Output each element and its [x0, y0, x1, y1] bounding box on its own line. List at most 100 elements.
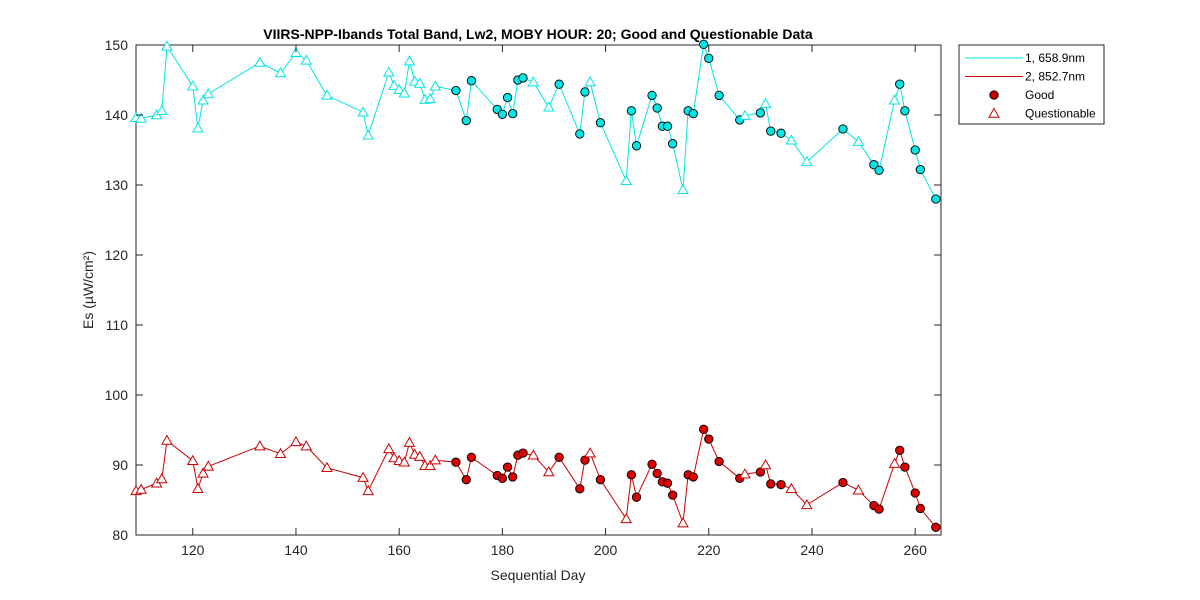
questionable-point: [382, 66, 395, 77]
good-point: [895, 445, 905, 455]
questionable-point: [429, 80, 442, 91]
questionable-point: [403, 436, 416, 447]
questionable-point: [197, 467, 209, 478]
questionable-point: [382, 442, 395, 454]
y-tick-label: 90: [112, 457, 128, 473]
legend-good-swatch: [989, 90, 999, 100]
questionable-point: [785, 134, 798, 145]
good-point: [662, 478, 673, 488]
y-tick-label: 100: [105, 387, 129, 403]
good-point: [704, 434, 714, 444]
x-tick-label: 140: [284, 542, 308, 558]
good-point: [900, 462, 910, 472]
plot-area: [130, 39, 942, 536]
good-point: [874, 165, 884, 175]
good-point: [755, 108, 766, 118]
questionable-point: [424, 459, 436, 470]
questionable-point: [202, 460, 215, 471]
good-point: [554, 452, 564, 462]
y-tick-label: 140: [105, 107, 129, 123]
good-point: [451, 457, 461, 467]
questionable-point: [300, 54, 313, 65]
good-point: [518, 73, 528, 83]
good-point: [580, 455, 590, 465]
y-tick-label: 110: [106, 317, 129, 333]
good-point: [838, 124, 848, 134]
x-tick-label: 180: [491, 542, 515, 558]
questionable-point: [393, 83, 406, 95]
questionable-point: [197, 94, 209, 105]
questionable-point: [413, 77, 426, 88]
legend-questionable-swatch: [988, 107, 1000, 118]
questionable-point: [888, 457, 901, 468]
questionable-point: [321, 89, 333, 100]
questionable-point: [300, 440, 313, 451]
x-axis-ticks: 120 140 160 180 200 220 240 260: [181, 45, 927, 558]
questionable-point: [759, 458, 772, 470]
good-point: [631, 141, 642, 151]
questionable-point: [677, 517, 689, 528]
y-axis-ticks: 80 90 100 110 120 130 140 150: [105, 37, 941, 543]
good-point: [502, 92, 513, 103]
questionable-point: [135, 483, 148, 494]
good-point: [647, 459, 657, 469]
x-tick-label: 220: [697, 542, 721, 558]
x-tick-label: 240: [800, 542, 824, 558]
questionable-point: [852, 484, 865, 495]
questionable-point: [388, 79, 400, 90]
questionable-point: [527, 449, 540, 460]
x-tick-label: 260: [904, 542, 928, 558]
questionable-point: [357, 106, 369, 117]
questionable-point: [362, 484, 375, 496]
questionable-point: [852, 135, 865, 146]
questionable-point: [155, 104, 168, 116]
good-point: [714, 90, 724, 101]
good-point: [508, 108, 518, 119]
good-point: [595, 118, 606, 128]
questionable-point: [424, 92, 436, 104]
good-point: [931, 522, 941, 532]
good-point: [714, 456, 724, 467]
questionable-point: [186, 454, 199, 466]
questionable-point: [620, 174, 633, 186]
questionable-point: [542, 465, 555, 477]
good-point: [451, 85, 461, 96]
questionable-point: [290, 46, 302, 57]
legend-label: 2, 852.7nm: [1025, 70, 1085, 84]
questionable-point: [413, 450, 426, 461]
series-markers: [130, 39, 941, 532]
x-tick-label: 160: [387, 542, 411, 558]
y-tick-label: 130: [105, 177, 129, 193]
good-point: [652, 468, 662, 479]
good-point: [626, 470, 637, 480]
questionable-point: [362, 129, 375, 140]
x-tick-label: 120: [181, 542, 205, 558]
y-tick-label: 150: [105, 37, 129, 53]
questionable-point: [542, 101, 555, 112]
good-point: [910, 145, 920, 155]
good-point: [838, 477, 848, 488]
questionable-point: [192, 122, 204, 133]
good-point: [626, 106, 637, 116]
good-point: [698, 424, 709, 434]
questionable-point: [321, 461, 333, 473]
good-point: [755, 467, 766, 477]
questionable-point: [677, 183, 689, 195]
questionable-point: [739, 109, 751, 120]
questionable-point: [202, 87, 215, 99]
good-point: [874, 504, 884, 514]
questionable-point: [398, 87, 411, 98]
questionable-point: [161, 40, 173, 51]
good-point: [704, 53, 714, 63]
questionable-point: [274, 66, 287, 78]
questionable-point: [620, 512, 633, 524]
legend-label: 1, 658.9nm: [1025, 51, 1085, 65]
questionable-point: [800, 155, 813, 167]
good-point: [668, 139, 678, 149]
plot-frame: [135, 44, 942, 536]
questionable-point: [888, 94, 901, 105]
good-point: [688, 108, 698, 119]
good-point: [497, 109, 508, 119]
good-point: [766, 479, 776, 489]
